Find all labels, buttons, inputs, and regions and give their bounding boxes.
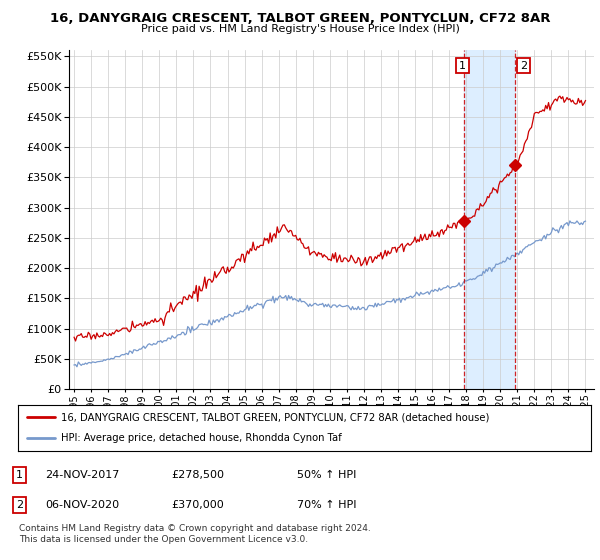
Text: 06-NOV-2020: 06-NOV-2020 [45, 500, 119, 510]
Text: 2: 2 [520, 60, 527, 71]
Text: 1: 1 [16, 470, 23, 480]
Bar [464, 50, 515, 389]
Text: £278,500: £278,500 [171, 470, 224, 480]
Text: HPI: Average price, detached house, Rhondda Cynon Taf: HPI: Average price, detached house, Rhon… [61, 433, 342, 444]
Text: 24-NOV-2017: 24-NOV-2017 [45, 470, 119, 480]
Text: 1: 1 [459, 60, 466, 71]
Text: 16, DANYGRAIG CRESCENT, TALBOT GREEN, PONTYCLUN, CF72 8AR (detached house): 16, DANYGRAIG CRESCENT, TALBOT GREEN, PO… [61, 412, 490, 422]
Text: £370,000: £370,000 [171, 500, 224, 510]
Text: Contains HM Land Registry data © Crown copyright and database right 2024.
This d: Contains HM Land Registry data © Crown c… [19, 524, 371, 544]
Text: 16, DANYGRAIG CRESCENT, TALBOT GREEN, PONTYCLUN, CF72 8AR: 16, DANYGRAIG CRESCENT, TALBOT GREEN, PO… [50, 12, 550, 25]
Text: Price paid vs. HM Land Registry's House Price Index (HPI): Price paid vs. HM Land Registry's House … [140, 24, 460, 34]
Text: 50% ↑ HPI: 50% ↑ HPI [297, 470, 356, 480]
Text: 2: 2 [16, 500, 23, 510]
Text: 70% ↑ HPI: 70% ↑ HPI [297, 500, 356, 510]
